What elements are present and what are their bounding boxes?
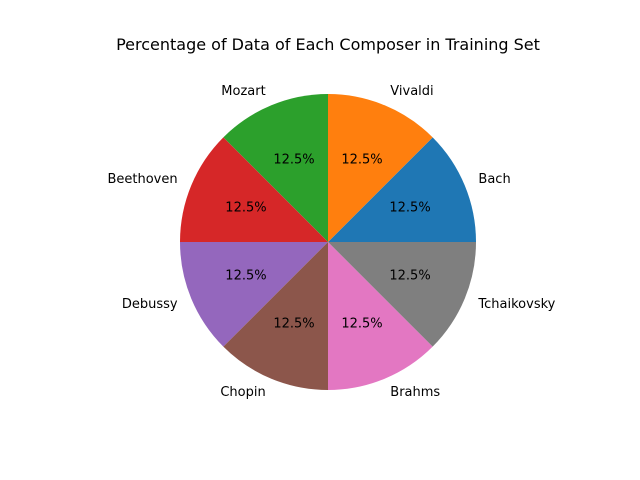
pct-label-bach: 12.5%: [389, 201, 430, 216]
pie-labels: Bach 12.5% Vivaldi 12.5% Mozart 12.5% Beethove…: [107, 84, 555, 400]
slice-label-vivaldi: Vivaldi: [390, 84, 433, 99]
slice-label-mozart: Mozart: [221, 84, 265, 99]
pct-label-chopin: 12.5%: [273, 317, 314, 332]
pie-slice-mozart: [223, 94, 328, 242]
pie-slice-tchaikovsky: [328, 242, 476, 347]
pct-label-debussy: 12.5%: [225, 268, 266, 283]
pie-slice-bach: [328, 137, 476, 242]
pie-slices: [180, 94, 476, 390]
slice-label-bach: Bach: [478, 172, 510, 187]
slice-label-chopin: Chopin: [220, 385, 265, 400]
slice-label-tchaikovsky: Tchaikovsky: [477, 297, 555, 312]
pie-slice-chopin: [223, 242, 328, 390]
pct-label-vivaldi: 12.5%: [341, 152, 382, 167]
pie-slice-debussy: [180, 242, 328, 347]
chart-title: Percentage of Data of Each Composer in T…: [116, 35, 540, 54]
slice-label-beethoven: Beethoven: [107, 172, 177, 187]
pie-slice-beethoven: [180, 137, 328, 242]
pct-label-beethoven: 12.5%: [225, 201, 266, 216]
slice-label-brahms: Brahms: [390, 385, 440, 400]
pct-label-mozart: 12.5%: [273, 152, 314, 167]
slice-label-debussy: Debussy: [122, 297, 178, 312]
pct-label-brahms: 12.5%: [341, 317, 382, 332]
pie-slice-vivaldi: [328, 94, 433, 242]
pie-slice-brahms: [328, 242, 433, 390]
pct-label-tchaikovsky: 12.5%: [389, 268, 430, 283]
